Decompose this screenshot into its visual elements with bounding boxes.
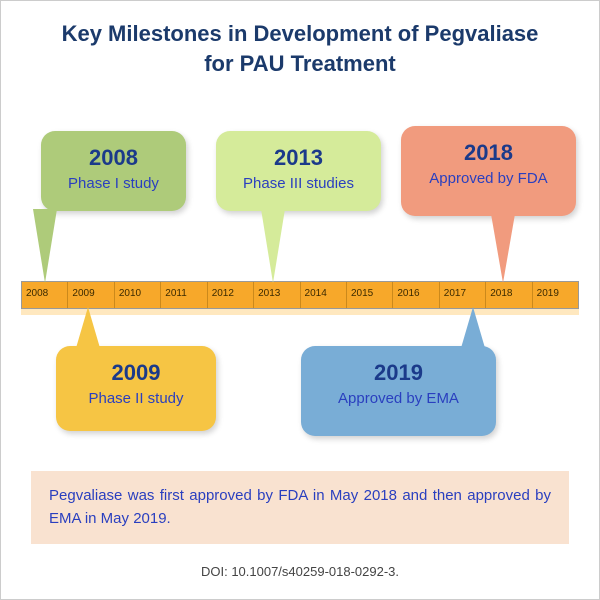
bubble-desc: Approved by EMA <box>317 390 480 407</box>
timeline: 2008200920102011201220132014201520162017… <box>21 281 579 311</box>
timeline-year: 2018 <box>486 282 532 308</box>
timeline-year: 2017 <box>440 282 486 308</box>
timeline-year: 2016 <box>393 282 439 308</box>
milestone-bubble: 2008 Phase I study <box>41 131 186 211</box>
bubble-tail <box>33 209 57 283</box>
bubble-year: 2018 <box>417 140 560 166</box>
footer-note: Pegvaliase was first approved by FDA in … <box>31 471 569 544</box>
bubble-year: 2008 <box>57 145 170 171</box>
bubble-tail <box>261 209 285 283</box>
title-line1: Key Milestones in Development of Pegvali… <box>21 19 579 49</box>
timeline-year: 2008 <box>22 282 68 308</box>
bubble-year: 2013 <box>232 145 365 171</box>
bubble-desc: Phase II study <box>72 390 200 407</box>
footer-text: Pegvaliase was first approved by FDA in … <box>49 487 551 527</box>
timeline-year: 2011 <box>161 282 207 308</box>
bubble-desc: Phase I study <box>57 175 170 192</box>
timeline-bar: 2008200920102011201220132014201520162017… <box>21 281 579 309</box>
bubble-tail <box>76 307 100 348</box>
timeline-year: 2019 <box>533 282 578 308</box>
bubble-year: 2009 <box>72 360 200 386</box>
bubble-tail <box>461 307 485 348</box>
milestone-bubble: 2009 Phase II study <box>56 346 216 431</box>
doi-text: DOI: 10.1007/s40259-018-0292-3. <box>1 564 599 579</box>
timeline-year: 2012 <box>208 282 254 308</box>
timeline-year: 2014 <box>301 282 347 308</box>
timeline-year: 2013 <box>254 282 300 308</box>
milestone-bubble: 2019 Approved by EMA <box>301 346 496 436</box>
timeline-year: 2015 <box>347 282 393 308</box>
timeline-year: 2010 <box>115 282 161 308</box>
page-title: Key Milestones in Development of Pegvali… <box>1 1 599 88</box>
milestone-bubble: 2018 Approved by FDA <box>401 126 576 216</box>
bubble-tail <box>491 214 515 283</box>
milestone-bubble: 2013 Phase III studies <box>216 131 381 211</box>
bubble-year: 2019 <box>317 360 480 386</box>
title-line2: for PAU Treatment <box>21 49 579 79</box>
bubble-desc: Phase III studies <box>232 175 365 192</box>
timeline-year: 2009 <box>68 282 114 308</box>
bubble-desc: Approved by FDA <box>417 170 560 187</box>
